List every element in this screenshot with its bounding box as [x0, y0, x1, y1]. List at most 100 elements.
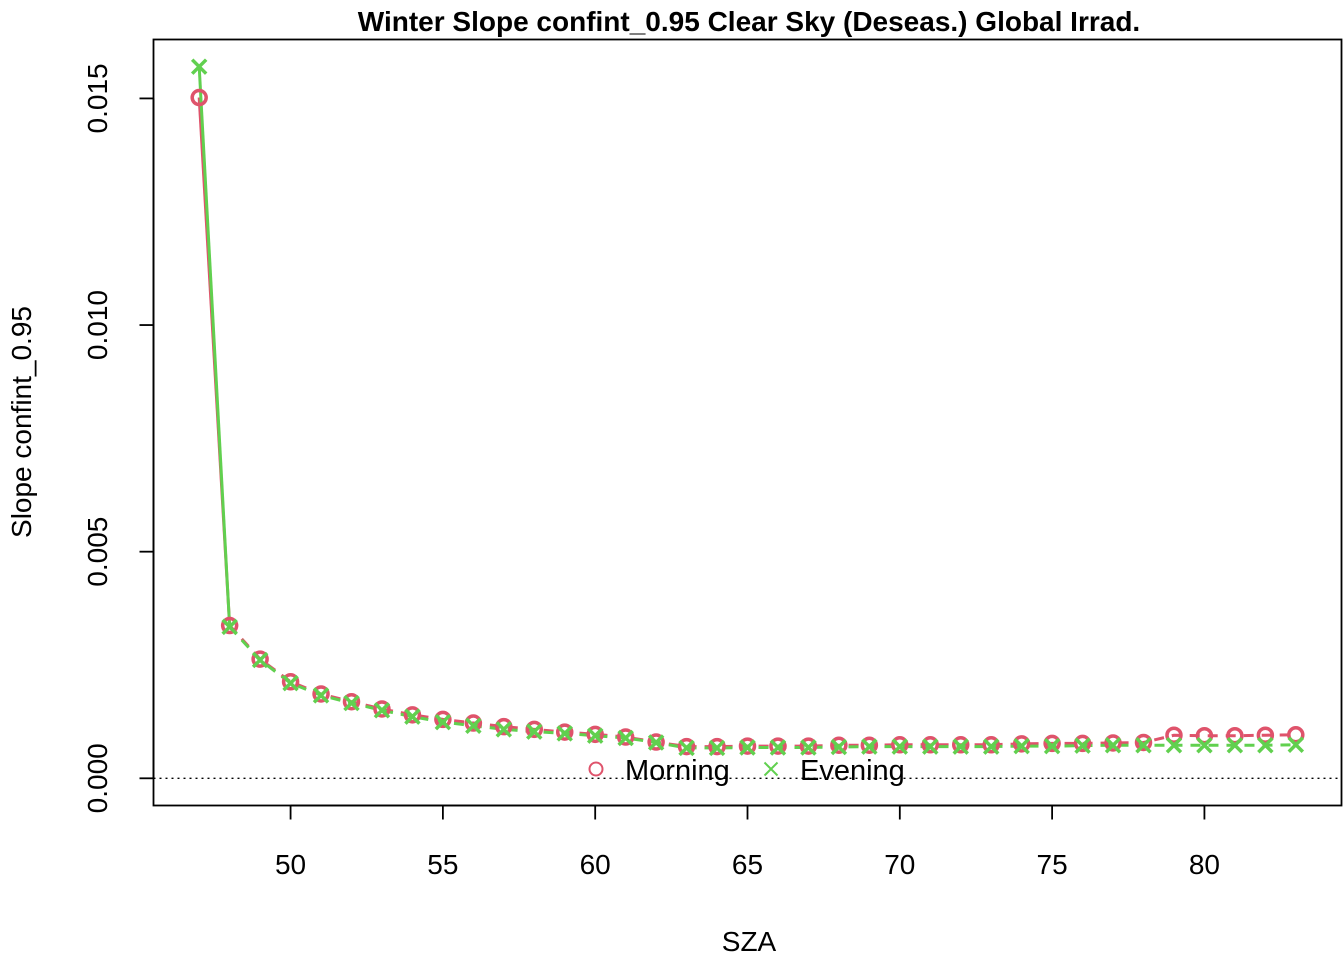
legend-marker-evening — [763, 761, 779, 777]
data-point — [525, 720, 544, 739]
data-point — [312, 687, 330, 704]
data-point — [1226, 736, 1244, 754]
data-point — [1043, 734, 1061, 753]
chart-title: Winter Slope confint_0.95 Clear Sky (Des… — [358, 6, 1140, 37]
data-point — [799, 737, 818, 755]
data-point — [281, 673, 300, 691]
data-point — [708, 739, 726, 757]
data-point — [678, 739, 695, 757]
data-point — [1287, 736, 1305, 754]
legend-label-evening: Evening — [800, 755, 905, 787]
data-point — [1104, 736, 1122, 754]
data-point — [342, 692, 361, 711]
data-point — [1012, 735, 1031, 753]
y-tick-label: 0.010 — [82, 290, 113, 360]
data-point — [220, 616, 239, 635]
data-point — [647, 734, 665, 751]
data-point — [738, 737, 757, 755]
legend: Morning Evening — [588, 755, 905, 787]
data-point — [982, 738, 1000, 755]
data-point — [1257, 736, 1274, 754]
data-point — [616, 728, 635, 746]
data-point — [1165, 726, 1183, 744]
series-line-segment — [197, 66, 232, 627]
series-markers-evening — [190, 58, 1305, 757]
series-layer — [190, 58, 1305, 757]
data-point — [1226, 726, 1244, 745]
x-axis-label: SZA — [722, 926, 777, 957]
x-tick-label: 50 — [275, 849, 306, 880]
data-point — [1074, 737, 1091, 754]
data-point — [251, 651, 269, 669]
data-point — [312, 685, 330, 703]
data-point — [1134, 733, 1153, 752]
data-point — [708, 737, 726, 756]
x-tick-label: 80 — [1189, 849, 1220, 880]
data-point — [1165, 736, 1183, 754]
data-point — [464, 714, 483, 732]
x-tick-label: 60 — [580, 849, 611, 880]
data-point — [647, 733, 665, 751]
data-point — [495, 721, 513, 738]
data-point — [434, 713, 452, 731]
data-point — [891, 736, 909, 754]
series-markers-morning — [190, 88, 1305, 756]
legend-marker-morning — [588, 761, 604, 777]
y-tick-label: 0.005 — [82, 517, 113, 587]
data-point — [1287, 726, 1305, 744]
x-tick-label: 65 — [732, 849, 763, 880]
data-point — [434, 710, 452, 729]
data-point — [586, 725, 604, 744]
data-point — [190, 88, 208, 107]
y-tick-label: 0.000 — [82, 743, 113, 813]
data-point — [190, 58, 208, 75]
series-morning — [197, 97, 1296, 749]
data-point — [952, 738, 969, 755]
data-point — [982, 736, 1000, 754]
data-point — [556, 725, 573, 742]
data-point — [343, 694, 360, 712]
data-point — [526, 723, 543, 740]
data-point — [951, 736, 970, 754]
data-point — [1073, 734, 1092, 753]
data-point — [1013, 737, 1030, 755]
data-point — [830, 736, 848, 754]
series-line — [228, 625, 1296, 750]
data-point — [677, 737, 696, 756]
x-tick-label: 70 — [884, 849, 915, 880]
data-point — [1256, 726, 1275, 744]
legend-label-morning: Morning — [625, 755, 730, 787]
data-point — [404, 708, 421, 725]
y-tick-label: 0.015 — [82, 63, 113, 133]
data-point — [1135, 736, 1152, 754]
data-point — [891, 738, 909, 755]
x-axis: 50 55 60 65 70 75 80 — [275, 804, 1220, 880]
x-tick-label: 75 — [1037, 849, 1068, 880]
y-axis-label: Slope confint_0.95 — [6, 306, 37, 538]
data-point — [1195, 726, 1214, 745]
series-line — [228, 624, 1296, 749]
data-point — [830, 738, 848, 756]
data-point — [1104, 734, 1122, 752]
data-point — [769, 737, 787, 755]
data-point — [373, 700, 391, 718]
data-point — [617, 729, 634, 747]
data-point — [860, 736, 879, 754]
data-point — [251, 650, 269, 668]
data-point — [465, 717, 482, 734]
data-point — [800, 739, 817, 756]
data-point — [373, 702, 391, 719]
data-point — [282, 674, 299, 692]
y-axis: 0.000 0.005 0.010 0.015 — [82, 63, 155, 813]
x-tick-label: 55 — [427, 849, 458, 880]
data-point — [221, 618, 238, 636]
data-point — [1196, 736, 1213, 754]
data-point — [739, 739, 756, 756]
series-evening — [197, 66, 1296, 750]
data-point — [555, 723, 574, 741]
data-point — [769, 739, 787, 756]
data-point — [921, 736, 940, 754]
plot-frame — [152, 38, 1343, 807]
data-point — [403, 706, 422, 724]
data-point — [1043, 737, 1061, 755]
